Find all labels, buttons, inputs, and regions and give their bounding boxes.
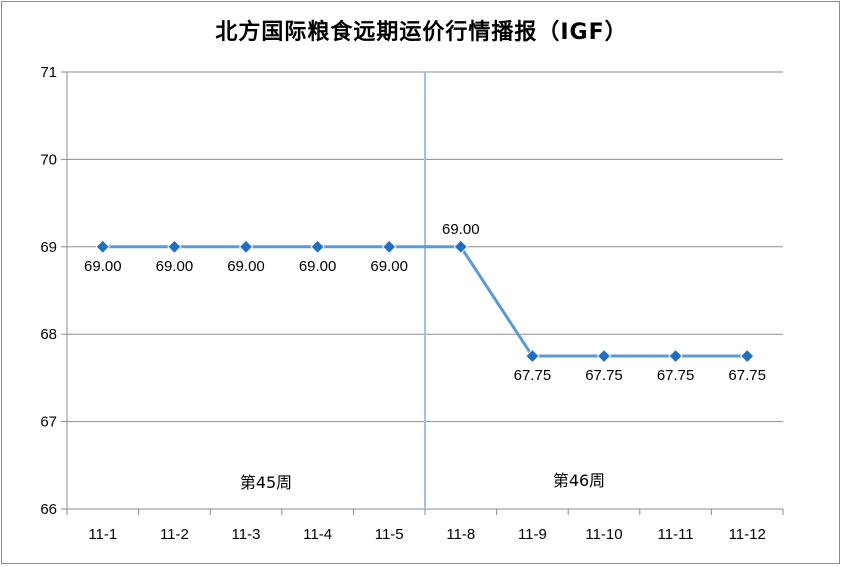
data-point-11-9	[525, 348, 540, 364]
x-tick-label-11-8: 11-8	[446, 526, 475, 543]
data-label-11-8: 69.00	[442, 221, 480, 238]
x-tick-label-11-11: 11-11	[658, 526, 694, 543]
data-label-11-3: 69.00	[227, 258, 265, 275]
data-label-11-10: 67.75	[585, 367, 623, 384]
data-label-11-1: 69.00	[84, 258, 122, 275]
x-tick-label-11-2: 11-2	[160, 526, 189, 543]
y-tick-label-71: 71	[40, 64, 57, 81]
axes: 66 67 68 69 70 71 11-1 11-2 11-3 11-4 11-5 11-8 11-9…	[40, 64, 784, 543]
data-point-11-11	[668, 348, 683, 364]
x-tick-label-11-1: 11-1	[88, 526, 117, 543]
data-label-11-2: 69.00	[156, 258, 194, 275]
y-tick-label-68: 68	[40, 326, 57, 343]
week-45-label: 第45周	[240, 473, 292, 492]
data-label-11-9: 67.75	[514, 367, 552, 384]
data-label-11-5: 69.00	[370, 258, 408, 275]
data-label-11-4: 69.00	[299, 258, 337, 275]
x-tick-label-11-9: 11-9	[518, 526, 547, 543]
data-label-11-11: 67.75	[657, 367, 695, 384]
data-point-11-8	[453, 239, 469, 255]
y-tick-label-67: 67	[40, 414, 57, 431]
data-point-11-1	[95, 239, 111, 255]
week-46-label: 第46周	[553, 471, 605, 490]
series-line	[102, 245, 748, 358]
data-label-11-12: 67.75	[728, 367, 766, 384]
x-tick-label-11-5: 11-5	[375, 526, 404, 543]
x-tick-label-11-4: 11-4	[303, 526, 332, 543]
x-tick-label-11-3: 11-3	[232, 526, 261, 543]
data-point-11-10	[596, 348, 612, 364]
x-tick-label-11-10: 11-10	[585, 526, 622, 543]
y-tick-label-66: 66	[40, 501, 57, 518]
data-labels: 69.00 69.00 69.00 69.00 69.00 69.00 67.75 67.75…	[84, 221, 766, 384]
data-point-11-5	[381, 239, 397, 255]
data-point-11-12	[739, 348, 755, 364]
data-point-11-2	[167, 239, 182, 255]
y-tick-label-69: 69	[40, 239, 57, 256]
data-point-11-4	[310, 239, 325, 255]
chart-title: 北方国际粮食远期运价行情播报（IGF）	[215, 20, 628, 45]
y-tick-label-70: 70	[40, 151, 57, 168]
series-group	[95, 239, 755, 364]
x-tick-label-11-12: 11-12	[729, 526, 766, 543]
data-point-11-3	[238, 239, 254, 255]
